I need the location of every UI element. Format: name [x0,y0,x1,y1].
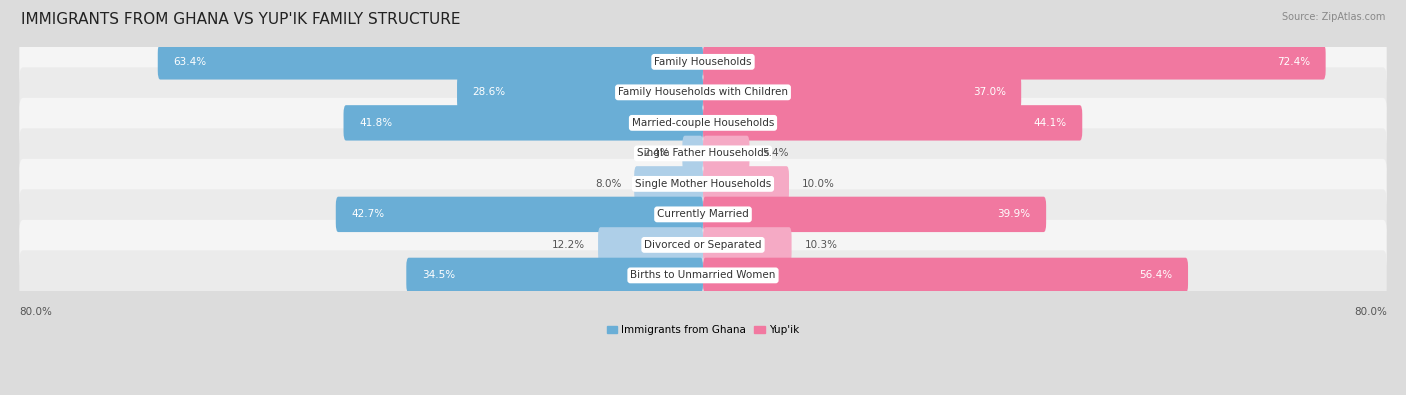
FancyBboxPatch shape [20,159,1386,209]
Text: Source: ZipAtlas.com: Source: ZipAtlas.com [1281,12,1385,22]
Text: 10.0%: 10.0% [801,179,835,189]
FancyBboxPatch shape [406,258,703,293]
Text: Married-couple Households: Married-couple Households [631,118,775,128]
Text: Family Households with Children: Family Households with Children [619,87,787,97]
Legend: Immigrants from Ghana, Yup'ik: Immigrants from Ghana, Yup'ik [603,321,803,339]
Text: 5.4%: 5.4% [762,149,789,158]
Text: Currently Married: Currently Married [657,209,749,219]
FancyBboxPatch shape [457,75,703,110]
Text: 12.2%: 12.2% [553,240,585,250]
FancyBboxPatch shape [703,227,792,263]
FancyBboxPatch shape [20,128,1386,179]
Text: 28.6%: 28.6% [472,87,506,97]
Text: 34.5%: 34.5% [422,271,456,280]
FancyBboxPatch shape [20,220,1386,270]
FancyBboxPatch shape [336,197,703,232]
Text: 37.0%: 37.0% [973,87,1005,97]
FancyBboxPatch shape [20,98,1386,148]
FancyBboxPatch shape [703,75,1021,110]
Text: 8.0%: 8.0% [595,179,621,189]
FancyBboxPatch shape [703,258,1188,293]
FancyBboxPatch shape [703,105,1083,141]
FancyBboxPatch shape [703,166,789,201]
Text: 56.4%: 56.4% [1139,271,1173,280]
Text: 10.3%: 10.3% [804,240,838,250]
Text: Single Father Households: Single Father Households [637,149,769,158]
Text: 39.9%: 39.9% [997,209,1031,219]
Text: 42.7%: 42.7% [352,209,384,219]
FancyBboxPatch shape [20,189,1386,239]
Text: 80.0%: 80.0% [20,307,52,316]
FancyBboxPatch shape [598,227,703,263]
FancyBboxPatch shape [703,44,1326,79]
FancyBboxPatch shape [634,166,703,201]
Text: 72.4%: 72.4% [1277,57,1310,67]
Text: Single Mother Households: Single Mother Households [636,179,770,189]
Text: Divorced or Separated: Divorced or Separated [644,240,762,250]
Text: IMMIGRANTS FROM GHANA VS YUP'IK FAMILY STRUCTURE: IMMIGRANTS FROM GHANA VS YUP'IK FAMILY S… [21,12,461,27]
FancyBboxPatch shape [682,135,703,171]
FancyBboxPatch shape [703,135,749,171]
Text: 44.1%: 44.1% [1033,118,1067,128]
FancyBboxPatch shape [343,105,703,141]
FancyBboxPatch shape [703,197,1046,232]
Text: 41.8%: 41.8% [359,118,392,128]
FancyBboxPatch shape [20,37,1386,87]
Text: Births to Unmarried Women: Births to Unmarried Women [630,271,776,280]
Text: 2.4%: 2.4% [643,149,669,158]
Text: 80.0%: 80.0% [1354,307,1386,316]
FancyBboxPatch shape [20,67,1386,117]
FancyBboxPatch shape [20,250,1386,301]
Text: 63.4%: 63.4% [173,57,207,67]
FancyBboxPatch shape [157,44,703,79]
Text: Family Households: Family Households [654,57,752,67]
